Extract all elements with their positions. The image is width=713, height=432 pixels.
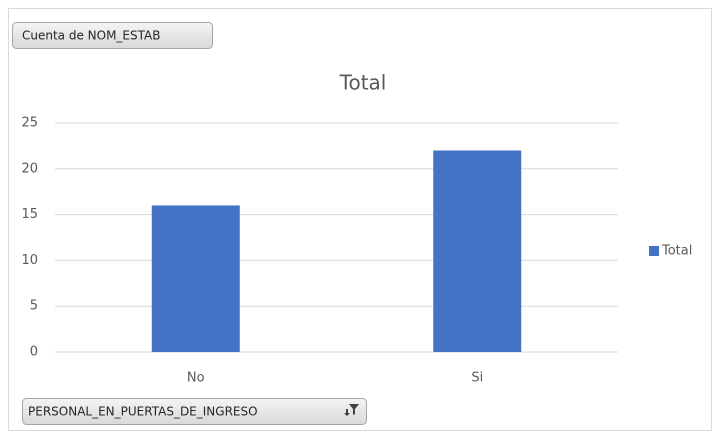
value-field-label: Cuenta de NOM_ESTAB <box>22 29 160 43</box>
legend-label: Total <box>661 244 692 259</box>
value-field-button[interactable] <box>12 22 213 49</box>
chart-frame <box>8 8 712 431</box>
y-tick-label: 0 <box>30 345 38 360</box>
x-tick-label: Si <box>471 371 483 386</box>
y-tick-label: 15 <box>21 207 38 222</box>
legend-swatch <box>649 246 659 256</box>
chart-title: Total <box>339 71 387 95</box>
bar <box>151 205 240 352</box>
bar <box>433 150 522 352</box>
y-tick-label: 25 <box>21 116 38 131</box>
y-tick-label: 20 <box>21 161 38 176</box>
axis-field-button[interactable] <box>22 398 367 425</box>
y-tick-label: 5 <box>30 299 38 314</box>
axis-field-label: PERSONAL_EN_PUERTAS_DE_INGRESO <box>28 405 258 419</box>
x-tick-label: No <box>187 371 205 386</box>
y-tick-label: 10 <box>21 253 38 268</box>
filter-icon[interactable] <box>344 404 359 416</box>
